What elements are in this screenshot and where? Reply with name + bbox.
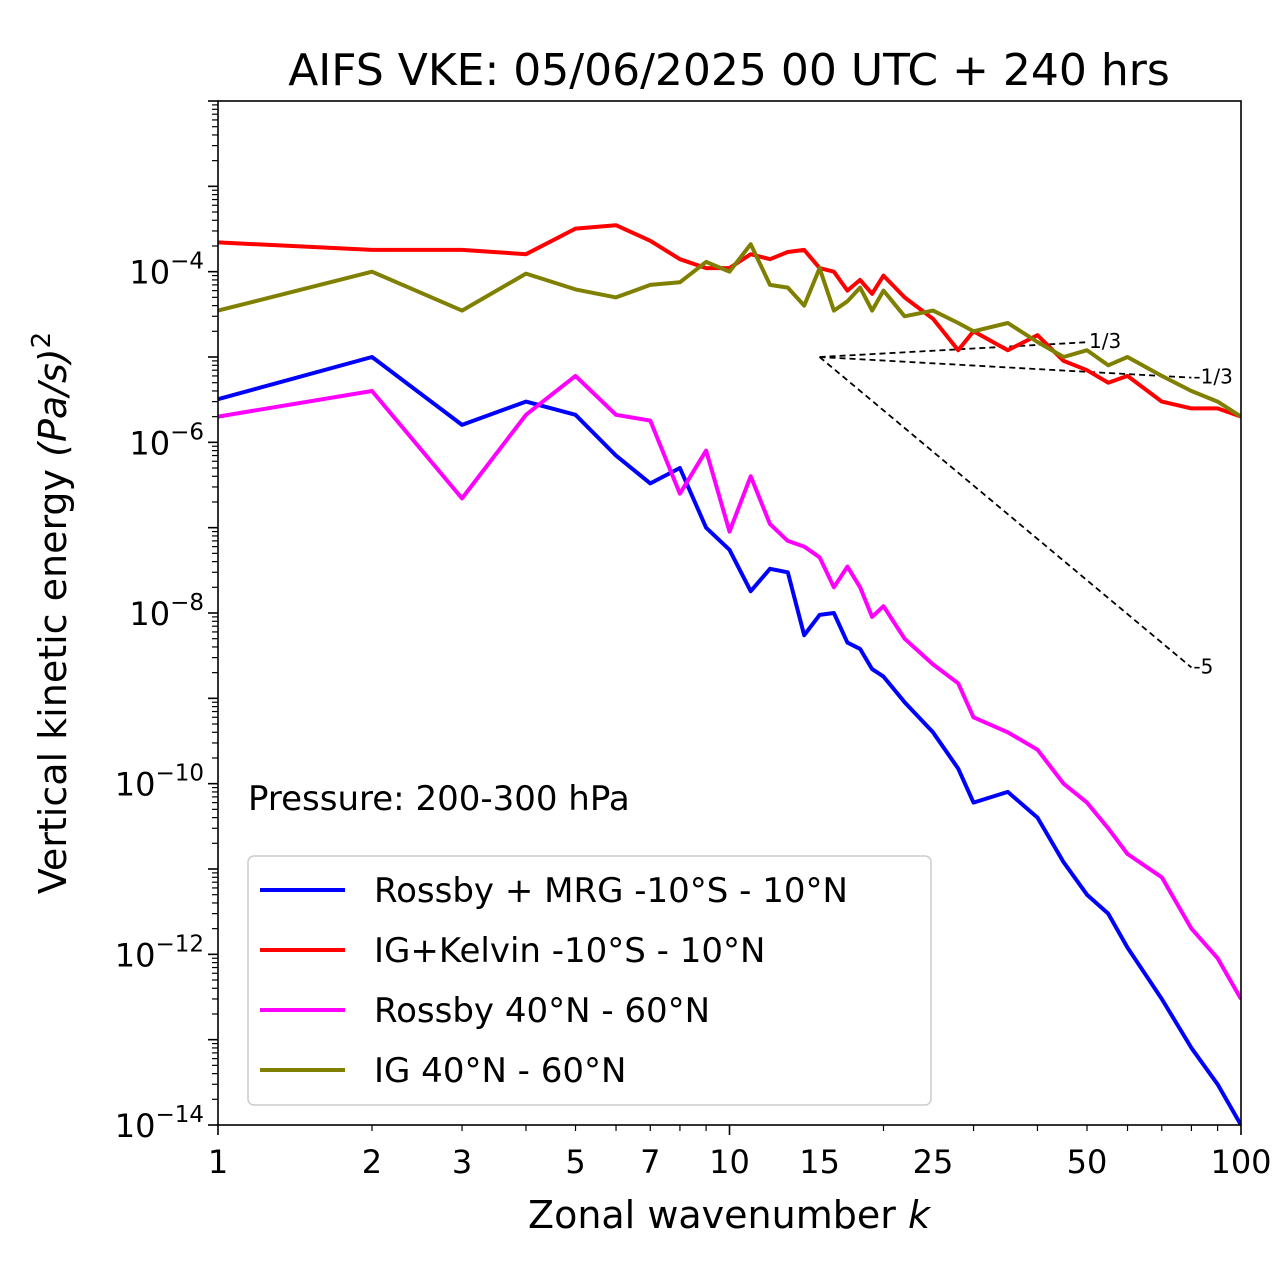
x-tick-label: 3: [452, 1143, 472, 1181]
legend-entry-label: Rossby + MRG -10°S - 10°N: [374, 871, 848, 911]
series-line: [218, 373, 1241, 1000]
legend: Rossby + MRG -10°S - 10°N IG+Kelvin -10°S…: [247, 855, 932, 1106]
x-tick-label: 50: [1067, 1143, 1108, 1181]
y-tick-label: 10−4: [129, 249, 204, 292]
pressure-annotation: Pressure: 200-300 hPa: [248, 779, 630, 819]
legend-entry-label: Rossby 40°N - 60°N: [374, 991, 710, 1031]
x-tick-labels: 1 2 3 5 7 10 15 25 50 100: [208, 1143, 1272, 1181]
data-series: [218, 223, 1241, 1125]
series-line: [218, 223, 1241, 419]
reference-slope-label: -1/3: [1193, 365, 1232, 389]
reference-slope-label: 1/3: [1089, 329, 1121, 353]
x-tick-label: 15: [799, 1143, 840, 1181]
y-tick-labels: 10−4 10−6 10−8 10−10 10−12 10−14: [115, 249, 204, 1145]
reference-slope-line: [819, 356, 1192, 379]
plot-frame: [217, 100, 1242, 1126]
legend-entry-label: IG+Kelvin -10°S - 10°N: [374, 931, 765, 971]
legend-box: [247, 855, 932, 1106]
x-tick-label: 1: [208, 1143, 228, 1181]
x-tick-label: 5: [565, 1143, 585, 1181]
axis-ticks: [208, 100, 1242, 1135]
x-tick-label: 2: [362, 1143, 382, 1181]
chart-title: AIFS VKE: 05/06/2025 00 UTC + 240 hrs: [288, 45, 1170, 96]
reference-slope-label: -5: [1193, 654, 1213, 678]
y-tick-label: 10−12: [115, 931, 204, 974]
y-tick-label: 10−6: [129, 419, 204, 462]
y-tick-label: 10−10: [115, 761, 204, 804]
reference-slope-line: [818, 356, 1193, 669]
series-line: [218, 242, 1241, 419]
x-tick-label: 7: [640, 1143, 660, 1181]
series-line: [218, 355, 1241, 1125]
x-tick-label: 25: [913, 1143, 954, 1181]
y-tick-label: 10−8: [129, 590, 204, 633]
x-axis-label: Zonal wavenumber k: [528, 1193, 932, 1237]
y-axis-label: Vertical kinetic energy (Pa/s)2: [27, 332, 75, 894]
reference-slope-labels: 1/3 -1/3 -5: [1089, 329, 1233, 678]
x-tick-label: 10: [709, 1143, 750, 1181]
y-tick-label: 10−14: [115, 1102, 204, 1145]
x-tick-label: 100: [1210, 1143, 1271, 1181]
legend-entry-label: IG 40°N - 60°N: [374, 1051, 626, 1091]
